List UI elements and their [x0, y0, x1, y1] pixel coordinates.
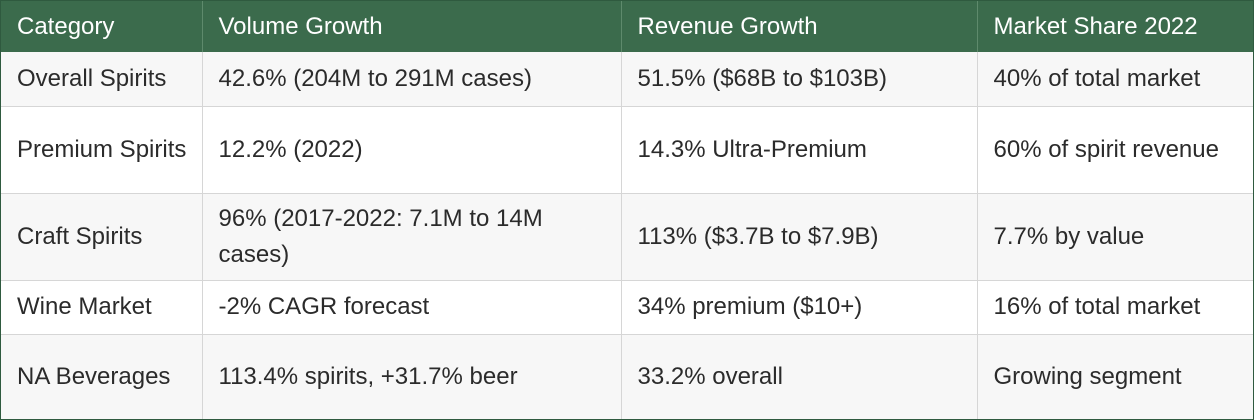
table-header: Category Volume Growth Revenue Growth Ma…	[1, 1, 1253, 52]
header-revenue-growth: Revenue Growth	[621, 1, 978, 52]
cell-revenue-growth: 113% ($3.7B to $7.9B)	[621, 193, 978, 281]
cell-market-share: 60% of spirit revenue	[977, 106, 1253, 194]
cell-revenue-growth: 34% premium ($10+)	[621, 280, 978, 335]
cell-volume-growth: 113.4% spirits, +31.7% beer	[202, 334, 622, 419]
cell-volume-growth: 42.6% (204M to 291M cases)	[202, 52, 622, 107]
header-market-share: Market Share 2022	[977, 1, 1253, 52]
cell-category: Craft Spirits	[1, 193, 203, 281]
table-row: Craft Spirits 96% (2017-2022: 7.1M to 14…	[1, 193, 1253, 281]
table-row: Wine Market -2% CAGR forecast 34% premiu…	[1, 280, 1253, 335]
table-body: Overall Spirits 42.6% (204M to 291M case…	[1, 52, 1253, 419]
cell-revenue-growth: 14.3% Ultra-Premium	[621, 106, 978, 194]
cell-revenue-growth: 33.2% overall	[621, 334, 978, 419]
header-category: Category	[1, 1, 203, 52]
cell-category: Premium Spirits	[1, 106, 203, 194]
table-row: Overall Spirits 42.6% (204M to 291M case…	[1, 52, 1253, 107]
table-row: Premium Spirits 12.2% (2022) 14.3% Ultra…	[1, 106, 1253, 194]
cell-category: Wine Market	[1, 280, 203, 335]
header-row: Category Volume Growth Revenue Growth Ma…	[1, 1, 1253, 52]
cell-revenue-growth: 51.5% ($68B to $103B)	[621, 52, 978, 107]
cell-volume-growth: 96% (2017-2022: 7.1M to 14M cases)	[202, 193, 622, 281]
cell-category: Overall Spirits	[1, 52, 203, 107]
cell-market-share: Growing segment	[977, 334, 1253, 419]
cell-volume-growth: -2% CAGR forecast	[202, 280, 622, 335]
cell-market-share: 40% of total market	[977, 52, 1253, 107]
cell-market-share: 7.7% by value	[977, 193, 1253, 281]
table-row: NA Beverages 113.4% spirits, +31.7% beer…	[1, 334, 1253, 419]
cell-volume-growth: 12.2% (2022)	[202, 106, 622, 194]
header-volume-growth: Volume Growth	[202, 1, 622, 52]
cell-market-share: 16% of total market	[977, 280, 1253, 335]
cell-category: NA Beverages	[1, 334, 203, 419]
